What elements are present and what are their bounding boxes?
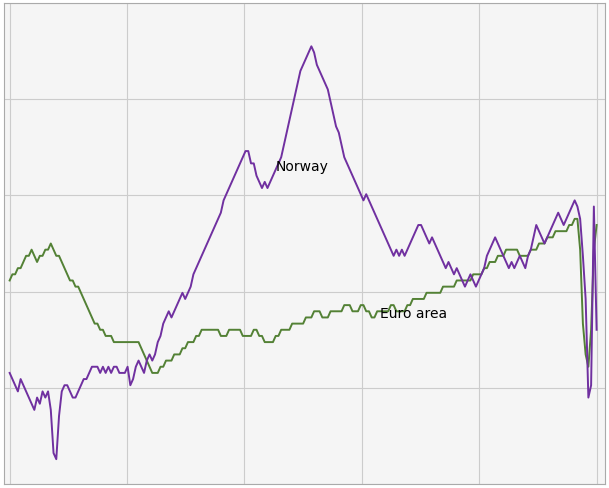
Text: Norway: Norway — [276, 159, 329, 173]
Text: Euro area: Euro area — [380, 307, 447, 321]
